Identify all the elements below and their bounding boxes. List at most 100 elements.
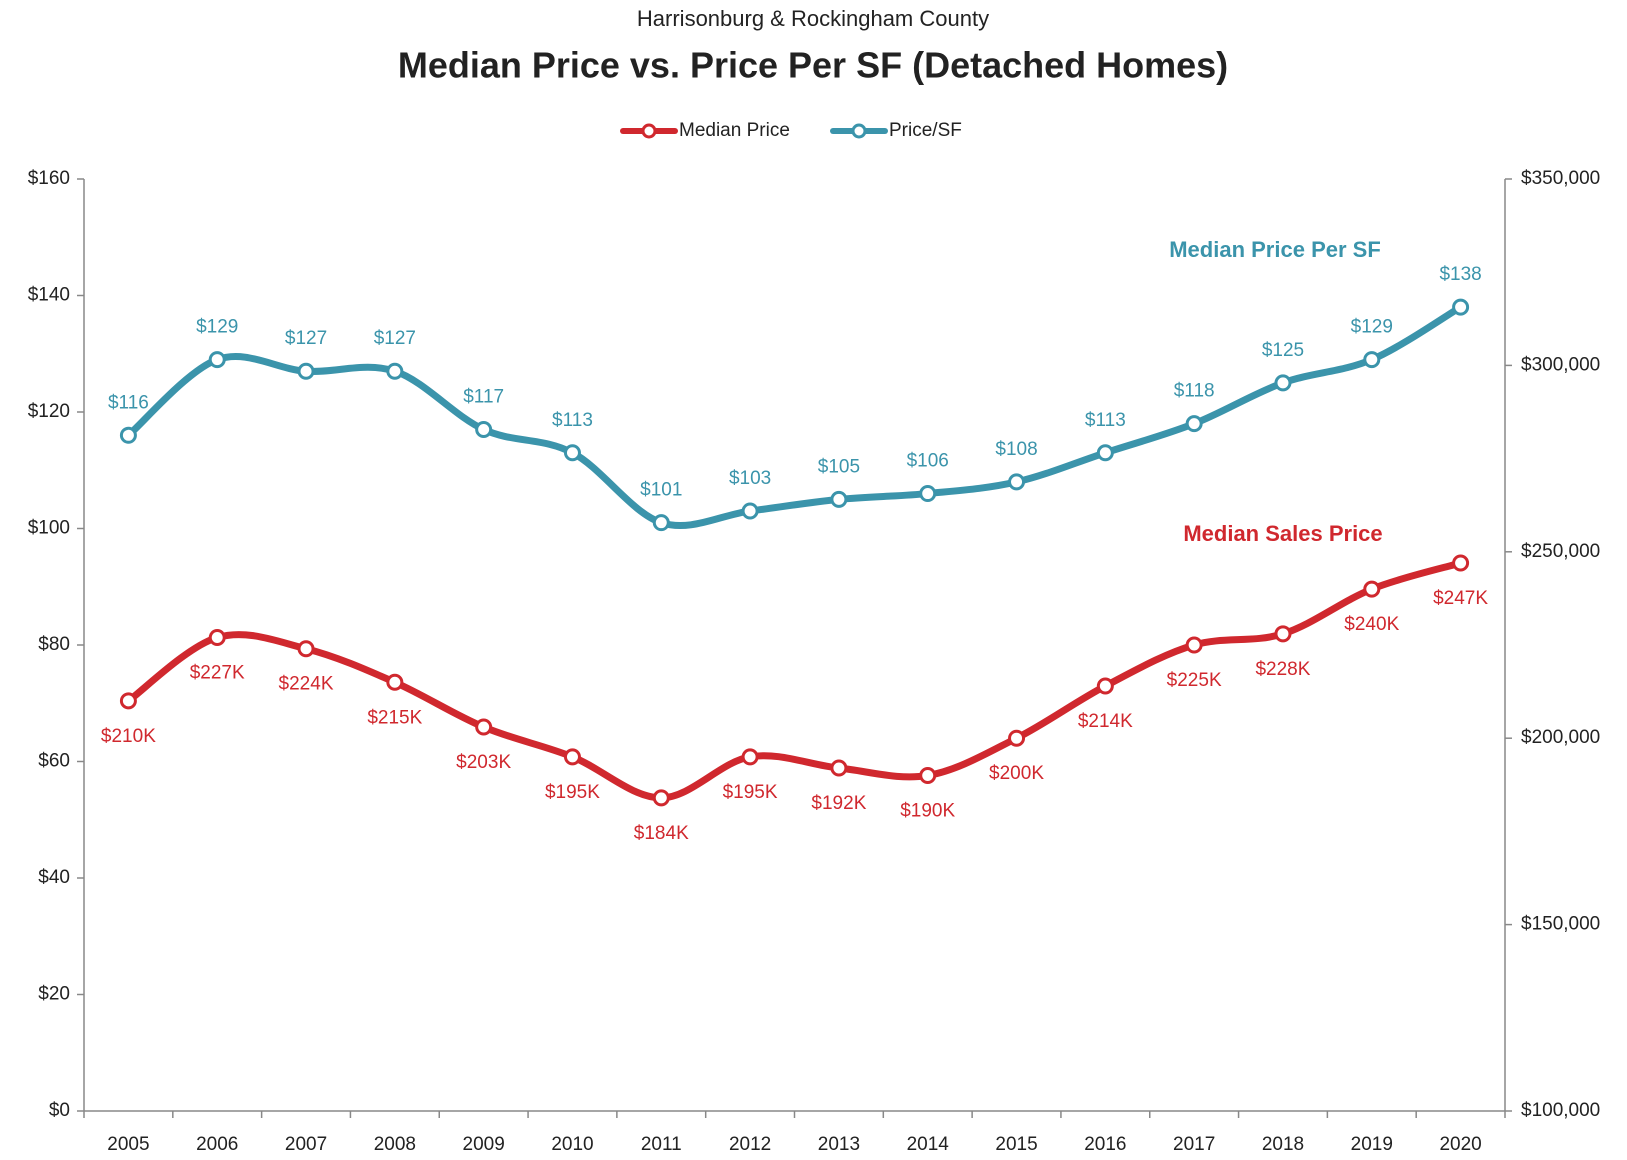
data-label: $117 — [463, 386, 504, 407]
data-point — [830, 490, 848, 508]
data-point — [1452, 298, 1470, 316]
x-tick-label: 2018 — [1262, 1134, 1304, 1155]
data-point — [475, 420, 493, 438]
data-point — [830, 759, 848, 777]
legend-label: Price/SF — [889, 120, 962, 141]
y-tick-label: $120 — [28, 401, 70, 422]
x-tick-label: 2013 — [818, 1134, 860, 1155]
data-point — [1008, 473, 1026, 491]
chart-subtitle: Harrisonburg & Rockingham County — [637, 6, 989, 31]
x-tick-label: 2014 — [907, 1134, 950, 1155]
data-point — [1452, 554, 1470, 572]
y-tick-label: $100 — [28, 518, 70, 539]
x-tick-label: 2016 — [1084, 1134, 1126, 1155]
data-label: $190K — [900, 800, 955, 821]
data-label: $184K — [634, 823, 689, 844]
data-point — [1096, 444, 1114, 462]
data-point — [1185, 636, 1203, 654]
data-point — [297, 640, 315, 658]
x-tick-label: 2005 — [107, 1134, 149, 1155]
data-label: $214K — [1078, 711, 1133, 732]
legend-label: Median Price — [679, 120, 790, 141]
y-tick-label: $20 — [38, 984, 70, 1005]
x-tick-label: 2010 — [551, 1134, 593, 1155]
data-point — [386, 362, 404, 380]
y2-tick-label: $150,000 — [1521, 914, 1600, 935]
data-point — [119, 426, 137, 444]
x-tick-label: 2017 — [1173, 1134, 1215, 1155]
y-tick-label: $80 — [38, 634, 70, 655]
data-point — [919, 766, 937, 784]
data-point — [919, 485, 937, 503]
data-label: $118 — [1174, 381, 1215, 402]
y2-tick-label: $300,000 — [1521, 354, 1600, 375]
data-point — [297, 362, 315, 380]
data-label: $247K — [1433, 588, 1488, 609]
data-label: $101 — [640, 480, 682, 501]
data-point — [119, 692, 137, 710]
series-line — [126, 559, 1462, 802]
data-point — [1274, 374, 1292, 392]
data-label: $125 — [1262, 340, 1304, 361]
y2-tick-label: $100,000 — [1521, 1100, 1600, 1121]
data-point — [741, 748, 759, 766]
data-label: $228K — [1255, 659, 1310, 680]
chart-title: Median Price vs. Price Per SF (Detached … — [398, 45, 1228, 86]
data-point — [208, 629, 226, 647]
data-point — [563, 748, 581, 766]
data-label: $106 — [907, 451, 949, 472]
x-tick-label: 2015 — [995, 1134, 1037, 1155]
data-point — [1185, 415, 1203, 433]
data-label: $108 — [995, 439, 1037, 460]
x-tick-label: 2007 — [285, 1134, 327, 1155]
y-tick-label: $60 — [38, 751, 70, 772]
y-tick-label: $160 — [28, 168, 70, 189]
data-label: $195K — [723, 782, 778, 803]
data-point — [386, 673, 404, 691]
y-tick-label: $40 — [38, 867, 70, 888]
data-label: $129 — [1351, 317, 1393, 338]
data-point — [475, 718, 493, 736]
data-label: $127 — [285, 328, 327, 349]
data-label: $116 — [108, 392, 149, 413]
data-label: $105 — [818, 456, 860, 477]
data-point — [652, 514, 670, 532]
x-tick-label: 2012 — [729, 1134, 771, 1155]
data-label: $224K — [279, 674, 334, 695]
data-label: $210K — [101, 726, 156, 747]
data-point — [652, 789, 670, 807]
data-point — [1363, 351, 1381, 369]
x-tick-label: 2011 — [641, 1134, 682, 1155]
data-point — [1096, 677, 1114, 695]
data-label: $192K — [811, 793, 866, 814]
x-tick-label: 2008 — [374, 1134, 416, 1155]
data-point — [1274, 625, 1292, 643]
annotation: Median Price Per SF — [1169, 237, 1381, 262]
data-point — [741, 502, 759, 520]
y2-tick-label: $250,000 — [1521, 541, 1600, 562]
y-tick-label: $0 — [49, 1100, 70, 1121]
data-point — [1363, 580, 1381, 598]
data-label: $227K — [190, 663, 245, 684]
x-tick-label: 2006 — [196, 1134, 238, 1155]
series-line — [126, 304, 1463, 530]
data-label: $215K — [367, 707, 422, 728]
legend-marker — [851, 123, 867, 139]
y2-tick-label: $350,000 — [1521, 168, 1600, 189]
data-label: $127 — [374, 328, 416, 349]
data-label: $138 — [1439, 264, 1481, 285]
data-label: $103 — [729, 468, 771, 489]
data-label: $203K — [456, 752, 511, 773]
y-tick-label: $140 — [28, 285, 70, 306]
data-label: $225K — [1167, 670, 1222, 691]
data-label: $200K — [989, 763, 1044, 784]
data-label: $129 — [196, 317, 238, 338]
data-point — [208, 351, 226, 369]
data-label: $240K — [1344, 614, 1399, 635]
data-label: $113 — [552, 410, 593, 431]
data-point — [563, 444, 581, 462]
legend-marker — [641, 123, 657, 139]
x-tick-label: 2009 — [463, 1134, 505, 1155]
x-tick-label: 2020 — [1439, 1134, 1481, 1155]
